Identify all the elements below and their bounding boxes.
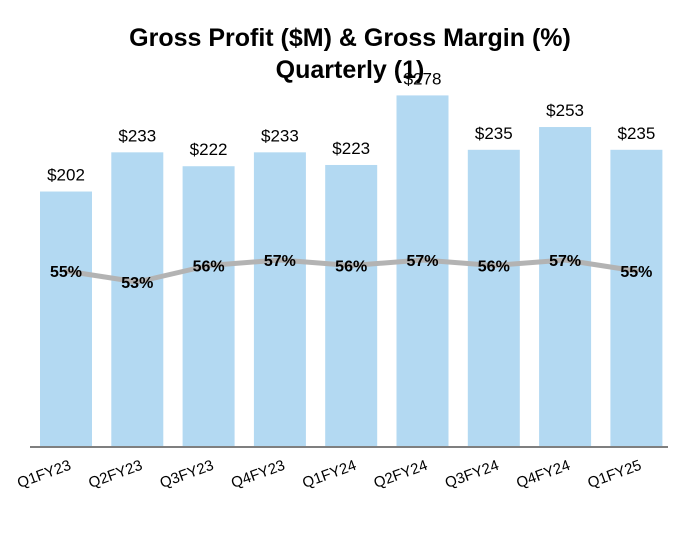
gross-margin-line <box>63 257 639 285</box>
bar-value-label: $223 <box>332 139 370 158</box>
bar-value-label: $222 <box>190 140 228 159</box>
x-tick-label: Q3FY23 <box>158 457 216 492</box>
bar-Q3FY23 <box>182 166 235 447</box>
x-tick-label: Q2FY23 <box>86 457 144 492</box>
bar-Q4FY24 <box>539 127 592 447</box>
bar-value-label: $235 <box>475 124 513 143</box>
chart-title: Gross Profit ($M) & Gross Margin (%) <box>129 24 571 52</box>
margin-value-label: 56% <box>478 259 510 276</box>
bar-Q4FY23 <box>253 152 306 447</box>
x-tick-label: Q1FY24 <box>300 457 358 492</box>
bars-group <box>40 95 663 447</box>
labels-group: $202 $233 $222 $233 $223 $278 $235 $253 $235 55% 5… <box>47 69 655 292</box>
margin-value-label: 56% <box>335 259 367 276</box>
bar-value-label: $233 <box>118 126 156 145</box>
bar-value-label: $253 <box>546 101 584 120</box>
chart-title-block: Gross Profit ($M) & Gross Margin (%) Qua… <box>0 22 700 86</box>
margin-value-label: 53% <box>121 275 153 292</box>
bar-value-label: $278 <box>404 69 442 88</box>
x-tick-label: Q2FY24 <box>372 457 430 492</box>
margin-value-label: 57% <box>406 253 438 270</box>
bar-Q3FY24 <box>467 149 520 447</box>
margin-value-label: 57% <box>264 253 296 270</box>
margin-line-group <box>63 257 639 285</box>
x-tick-labels: Q1FY23 Q2FY23 Q3FY23 Q4FY23 Q1FY24 Q2FY24 Q3FY… <box>15 457 644 492</box>
margin-value-label: 57% <box>549 253 581 270</box>
bar-value-label: $235 <box>617 124 655 143</box>
bar-value-label: $233 <box>261 126 299 145</box>
bar-Q2FY24 <box>396 95 449 447</box>
x-tick-label: Q3FY24 <box>443 457 501 492</box>
x-tick-label: Q1FY23 <box>15 457 73 492</box>
bar-Q1FY23 <box>40 191 92 447</box>
x-tick-label: Q4FY23 <box>229 457 287 492</box>
bar-value-label: $202 <box>47 166 85 185</box>
margin-value-label: 56% <box>193 259 225 276</box>
bar-Q1FY25 <box>610 149 663 447</box>
margin-value-label: 55% <box>50 264 82 281</box>
bar-Q2FY23 <box>111 152 164 447</box>
chart-subtitle: Quarterly (1) <box>275 56 425 84</box>
x-tick-label: Q4FY24 <box>514 457 572 492</box>
margin-value-label: 55% <box>620 264 652 281</box>
x-tick-label: Q1FY25 <box>585 457 643 492</box>
bar-Q1FY24 <box>325 164 378 447</box>
